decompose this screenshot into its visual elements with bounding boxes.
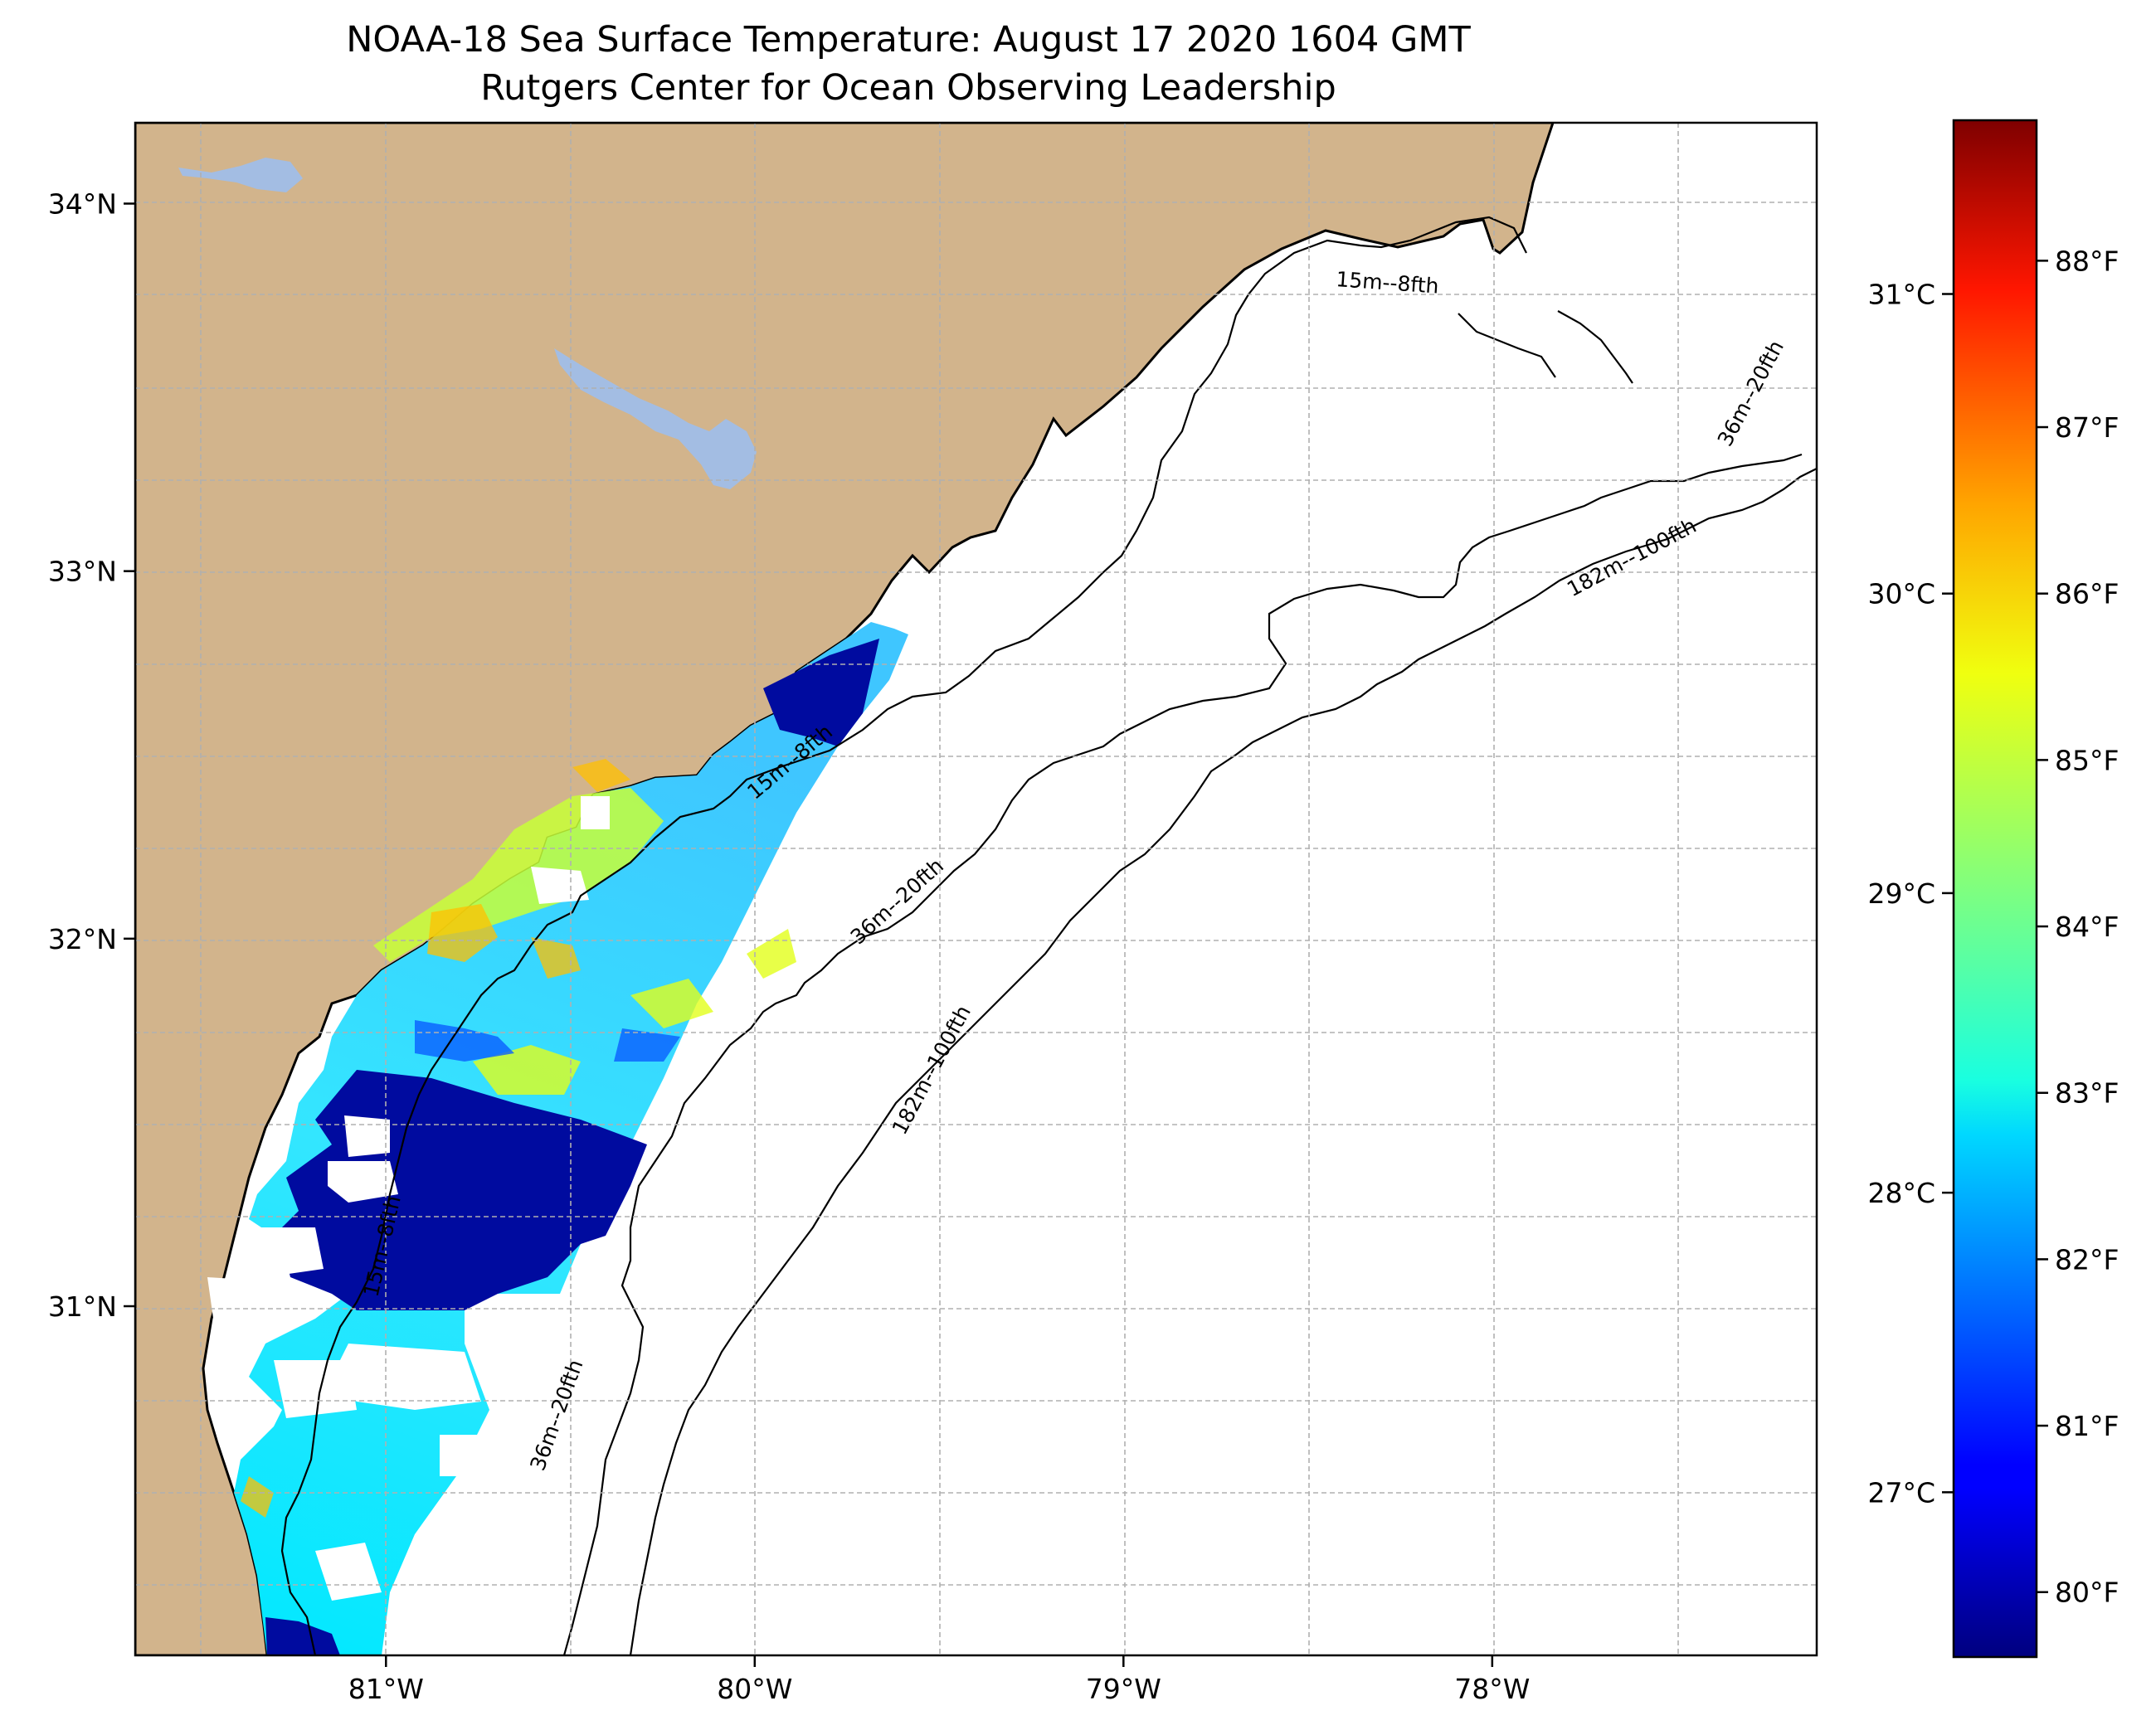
- gridlines: [135, 123, 1817, 1655]
- latitude-axis: 34°N 33°N 32°N 31°N: [48, 187, 135, 1323]
- celsius-tick-label: 27°C: [1867, 1476, 1935, 1509]
- fahrenheit-tick-label: 82°F: [2055, 1243, 2119, 1276]
- fahrenheit-tick-label: 83°F: [2055, 1077, 2119, 1110]
- lon-tick-label: 79°W: [1086, 1673, 1161, 1705]
- sst-cool-area: [265, 1617, 340, 1655]
- lake-marion: [554, 348, 757, 489]
- contour-15m: [280, 216, 1633, 1655]
- fahrenheit-tick-label: 84°F: [2055, 911, 2119, 943]
- lon-tick-label: 80°W: [717, 1673, 792, 1705]
- longitude-axis: 81°W 80°W 79°W 78°W: [348, 1655, 1530, 1705]
- fahrenheit-tick-label: 86°F: [2055, 578, 2119, 610]
- map-subtitle: Rutgers Center for Ocean Observing Leade…: [480, 67, 1336, 109]
- sst-cool-area: [763, 639, 879, 746]
- map-panel: 15m--8fth 15m--8fth 15m--8fth 36m--20fth…: [48, 121, 1818, 1705]
- data-gap: [207, 796, 610, 1601]
- fahrenheit-tick-label: 88°F: [2055, 245, 2119, 277]
- lon-tick-label: 78°W: [1454, 1673, 1530, 1705]
- lon-tick-label: 81°W: [348, 1673, 424, 1705]
- bathymetry-contours: [280, 216, 1817, 1655]
- lat-tick-label: 32°N: [48, 923, 117, 955]
- sst-warm-patch: [473, 929, 796, 1095]
- lat-tick-label: 31°N: [48, 1290, 117, 1323]
- colorbar-celsius-axis: 27°C 28°C 29°C 30°C 31°C: [1867, 279, 1954, 1509]
- celsius-tick-label: 30°C: [1867, 578, 1935, 610]
- colorbar-fahrenheit-axis: 80°F 81°F 82°F 83°F 84°F 85°F 86°F 87°F 88°F: [2037, 245, 2119, 1609]
- celsius-tick-label: 29°C: [1867, 877, 1935, 910]
- fahrenheit-tick-label: 80°F: [2055, 1577, 2119, 1609]
- grid-lon: [200, 123, 1679, 1655]
- colorbar-gradient: [1954, 120, 2037, 1657]
- fahrenheit-tick-label: 85°F: [2055, 744, 2119, 776]
- grid-lat: [135, 202, 1817, 1586]
- lat-tick-label: 33°N: [48, 556, 117, 588]
- colorbar: 27°C 28°C 29°C 30°C 31°C 80°F 81°F 82°F 83°F 84°…: [1867, 119, 2119, 1659]
- lat-tick-label: 34°N: [48, 187, 117, 220]
- fahrenheit-tick-label: 81°F: [2055, 1410, 2119, 1442]
- lake-murray: [178, 158, 303, 192]
- celsius-tick-label: 28°C: [1867, 1177, 1935, 1209]
- contour-182m: [629, 468, 1817, 1655]
- contour-36m: [562, 453, 1803, 1655]
- sst-cool-area: [415, 1020, 680, 1062]
- map-frame: [134, 121, 1818, 1657]
- colorbar-frame: [1952, 119, 2038, 1659]
- map-title: NOAA-18 Sea Surface Temperature: August …: [346, 19, 1471, 61]
- fahrenheit-tick-label: 87°F: [2055, 411, 2119, 444]
- celsius-tick-label: 31°C: [1867, 279, 1935, 311]
